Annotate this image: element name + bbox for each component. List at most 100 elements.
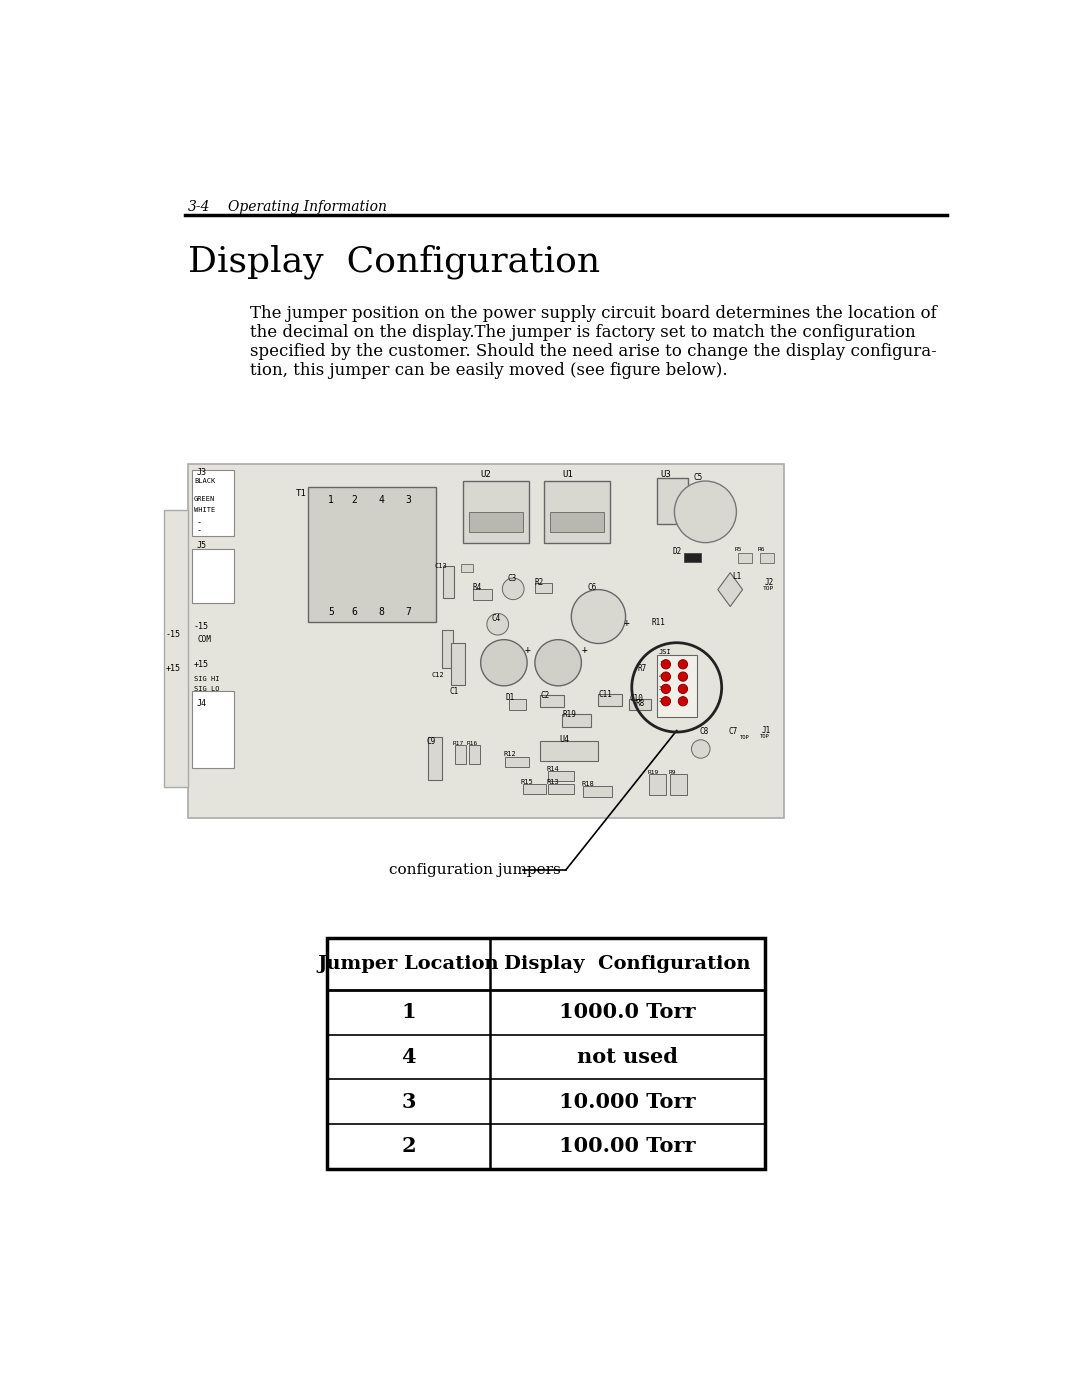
Bar [551,511,604,532]
Bar [164,510,188,788]
Text: tion, this jumper can be easily moved (see figure below).: tion, this jumper can be easily moved (s… [249,362,727,380]
Text: The jumper position on the power supply circuit board determines the location of: The jumper position on the power supply … [249,305,936,321]
Circle shape [487,613,509,636]
Text: 1: 1 [402,1002,416,1023]
Bar [442,630,453,668]
Text: SIG HI: SIG HI [194,676,219,682]
Text: R19: R19 [647,770,659,775]
Bar [657,655,697,717]
Text: R15: R15 [521,780,534,785]
Text: L1: L1 [732,571,742,581]
Bar [649,774,666,795]
Bar [428,738,442,780]
Bar [583,787,612,796]
Text: 6: 6 [351,606,357,616]
Circle shape [502,578,524,599]
Bar [523,784,545,795]
Text: C8: C8 [699,728,708,736]
Text: 3: 3 [402,1091,416,1112]
Text: 100.00 Torr: 100.00 Torr [559,1136,696,1157]
Bar [460,564,473,571]
Polygon shape [718,573,743,606]
Bar [188,464,784,819]
Text: U3: U3 [661,471,671,479]
Text: R8: R8 [636,698,645,708]
Bar [191,549,234,602]
Text: C4: C4 [491,615,501,623]
Text: J3: J3 [197,468,207,476]
Bar [548,784,575,795]
Bar [548,771,575,781]
Text: 3-4: 3-4 [188,200,211,214]
Text: R9: R9 [669,770,676,775]
Text: TOP: TOP [762,585,774,591]
Text: R12: R12 [504,752,516,757]
Circle shape [661,697,671,705]
Text: SIG LO: SIG LO [194,686,219,692]
Bar [191,692,234,768]
Text: GREEN: GREEN [194,496,215,503]
Text: R5: R5 [734,548,742,552]
Text: 2: 2 [351,495,357,504]
Bar [308,488,435,622]
Text: +: + [623,617,630,629]
Circle shape [678,672,688,682]
Text: COM: COM [197,636,211,644]
Text: R2: R2 [535,578,543,587]
Bar [444,566,455,598]
Text: R16: R16 [467,742,478,746]
Circle shape [571,590,625,644]
Text: TOP: TOP [740,735,750,740]
Bar [451,643,465,685]
Text: -15: -15 [194,622,208,631]
Text: 1: 1 [659,661,663,666]
Text: U4: U4 [559,735,570,745]
Text: J2: J2 [765,578,774,587]
Bar [630,698,651,710]
Text: 4: 4 [659,673,663,679]
Circle shape [535,640,581,686]
Text: -: - [197,525,202,535]
Text: R18: R18 [581,781,594,788]
Text: 2: 2 [402,1136,416,1157]
Text: Jumper Location: Jumper Location [318,954,499,972]
Text: +: + [525,645,530,655]
Text: not used: not used [577,1046,678,1067]
Bar [562,714,592,726]
Bar [469,745,480,764]
Text: C13: C13 [434,563,447,569]
Text: 2: 2 [659,698,663,703]
Text: +15: +15 [166,665,181,673]
Text: J4: J4 [197,698,207,708]
Circle shape [678,659,688,669]
Bar [463,481,529,542]
Text: R11: R11 [651,617,665,627]
Text: R4: R4 [472,583,482,592]
Text: 4: 4 [402,1046,416,1067]
Text: -15: -15 [166,630,181,638]
Text: C10: C10 [630,693,644,703]
Text: C11: C11 [598,690,612,698]
Text: configuration jumpers: configuration jumpers [389,863,561,877]
Bar [684,553,701,562]
Circle shape [481,640,527,686]
Text: WHITE: WHITE [194,507,215,513]
Bar [455,745,465,764]
Text: C12: C12 [432,672,445,678]
Text: 8: 8 [378,606,384,616]
Circle shape [661,659,671,669]
Text: R13: R13 [546,780,559,785]
Circle shape [661,672,671,682]
Text: BLACK: BLACK [194,478,215,483]
Circle shape [691,740,710,759]
Text: -: - [197,518,202,527]
Bar [738,553,752,563]
Text: U1: U1 [562,471,572,479]
Text: C7: C7 [729,728,738,736]
Bar [535,584,552,592]
Text: +15: +15 [194,661,208,669]
Text: Operating Information: Operating Information [228,200,387,214]
Text: J5: J5 [197,541,207,550]
Text: 7: 7 [406,606,411,616]
Text: +: + [581,645,588,655]
